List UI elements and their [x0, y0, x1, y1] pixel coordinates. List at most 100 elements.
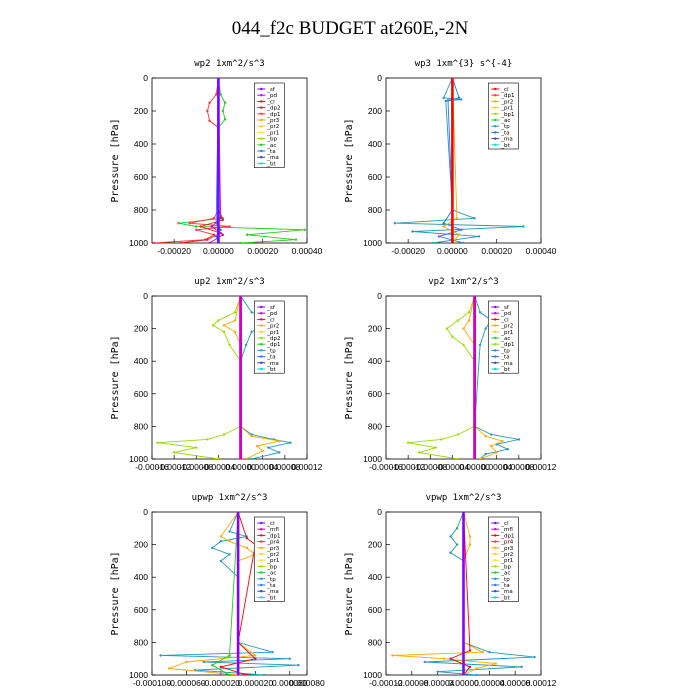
- series-point: [217, 457, 220, 459]
- legend-label: _pr2: [266, 124, 279, 130]
- series-point: [473, 296, 476, 298]
- series-point: [442, 96, 445, 100]
- legend-marker: [494, 596, 497, 599]
- series-point: [221, 109, 225, 113]
- series-point: [245, 673, 248, 675]
- legend-marker: [260, 156, 263, 159]
- legend-label: _tp: [266, 577, 276, 583]
- series-point: [440, 438, 443, 441]
- legend-label: _dp1: [500, 342, 514, 348]
- legend-marker: [494, 324, 497, 327]
- series-point: [262, 673, 266, 675]
- legend-marker: [260, 355, 263, 358]
- series-point: [522, 225, 525, 228]
- series-point: [222, 324, 226, 327]
- panel-5: upwp 1xm^2/s^3 0 200 400 600 800 1000 Pressure …: [110, 493, 325, 688]
- panel-title: vpwp 1xm^2/s^3: [426, 493, 502, 503]
- x-tick-label: 0.00012: [292, 462, 323, 472]
- series-point: [446, 99, 450, 102]
- legend-label: _dp1: [500, 93, 514, 99]
- series-point: [221, 233, 225, 236]
- x-tick-label: 0.00004: [247, 462, 278, 472]
- series-point: [179, 241, 182, 243]
- legend-marker: [260, 571, 263, 574]
- legend-label: _cl: [266, 99, 275, 105]
- legend-marker: [494, 312, 497, 315]
- series-point: [489, 433, 493, 436]
- y-tick-label: 200: [134, 324, 148, 334]
- series-point: [177, 222, 180, 225]
- legend-marker: [260, 336, 263, 340]
- series-point: [254, 657, 257, 660]
- legend-label: _ac: [266, 571, 276, 577]
- x-tick-label: 0.00004: [481, 462, 512, 472]
- series-point: [442, 657, 446, 660]
- legend-label: _ta: [266, 583, 275, 589]
- series-point: [254, 654, 257, 657]
- series-point: [393, 222, 397, 225]
- series-point: [250, 311, 253, 314]
- y-tick-label: 1000: [129, 238, 148, 248]
- series-point: [488, 650, 491, 654]
- y-axis-label: Pressure [hPa]: [344, 335, 355, 419]
- legend-marker: [494, 330, 497, 333]
- series-point: [233, 330, 237, 334]
- series-point: [233, 311, 237, 314]
- legend-label: _tp: [266, 348, 276, 354]
- legend-marker: [260, 349, 263, 352]
- x-tick-label: 0.00004: [474, 678, 505, 688]
- legend-marker: [494, 361, 497, 364]
- legend-marker: [260, 559, 263, 562]
- series-point: [206, 438, 209, 441]
- series-point: [211, 324, 215, 327]
- series-point: [406, 441, 410, 444]
- legend-marker: [260, 577, 263, 580]
- series-point: [478, 343, 482, 347]
- legend-label: _bt: [500, 595, 510, 601]
- series-point: [159, 654, 162, 657]
- x-tick-label: 0.00012: [526, 462, 557, 472]
- y-tick-label: 0: [143, 73, 148, 83]
- y-tick-label: 400: [368, 139, 382, 149]
- series-point: [462, 512, 465, 514]
- series-point: [473, 217, 476, 220]
- legend-marker: [494, 367, 497, 371]
- x-tick-label: 0.00008: [503, 462, 534, 472]
- legend-label: _dp1: [266, 342, 280, 348]
- y-tick-label: 800: [368, 421, 382, 431]
- series-point: [436, 670, 439, 673]
- series-line-ac: [178, 78, 305, 243]
- series-point: [475, 673, 478, 675]
- series-point: [244, 343, 248, 347]
- legend-marker: [494, 577, 497, 580]
- legend-label: _ac: [500, 336, 510, 342]
- series-point: [455, 527, 459, 530]
- legend-label: _cl: [266, 317, 275, 323]
- series-point: [423, 660, 426, 664]
- x-tick-label: -0.00008: [180, 462, 214, 472]
- legend-marker: [260, 125, 263, 128]
- series-point: [442, 225, 445, 228]
- legend-label: _dp1: [266, 533, 280, 539]
- legend-label: _pr4: [266, 540, 280, 546]
- series-line-ac: [211, 512, 239, 675]
- series-group: [153, 78, 306, 243]
- series-point: [223, 101, 227, 104]
- series-point: [244, 457, 248, 459]
- y-tick-label: 200: [368, 540, 382, 550]
- series-point: [228, 654, 231, 657]
- series-point: [506, 448, 509, 451]
- series-point: [468, 649, 472, 652]
- series-point: [460, 98, 463, 101]
- legend-label: _cl: [500, 87, 509, 93]
- legend-label: _dp2: [266, 106, 280, 112]
- y-tick-label: 0: [377, 291, 382, 301]
- series-line-dp1: [449, 512, 471, 675]
- series-point: [222, 433, 226, 436]
- series-point: [473, 457, 476, 459]
- legend-marker: [494, 521, 497, 525]
- series-point: [495, 451, 498, 454]
- legend-label: _sf: [266, 305, 276, 311]
- series-line-pr2: [169, 512, 257, 675]
